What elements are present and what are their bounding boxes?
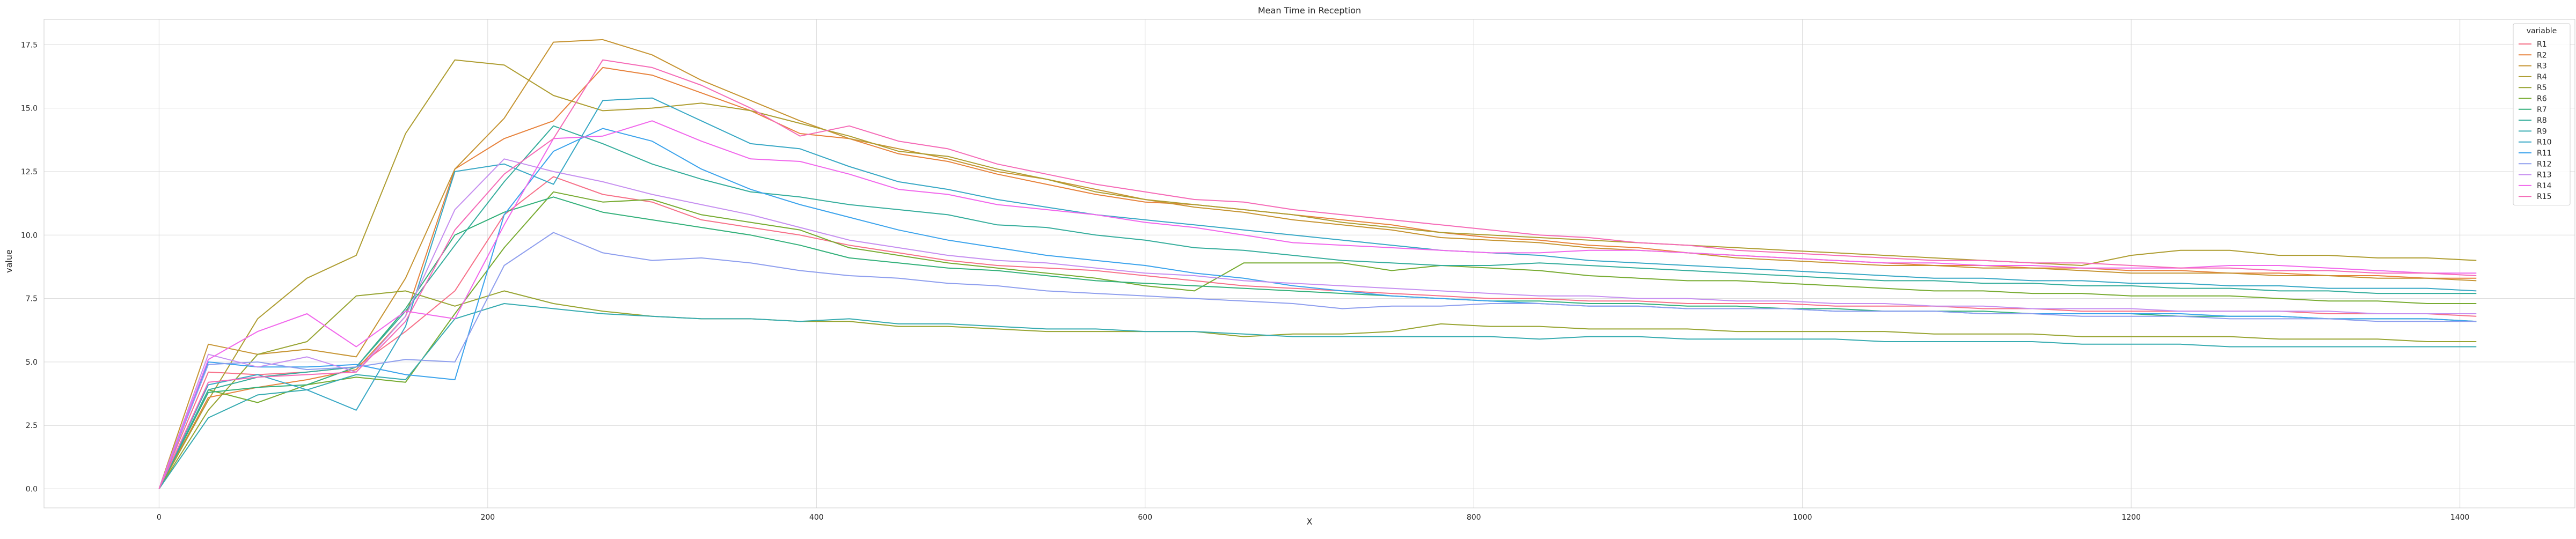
legend-item-label: R9 bbox=[2537, 127, 2547, 136]
series-line-r13 bbox=[158, 158, 2477, 489]
x-tick-label: 800 bbox=[1467, 513, 1481, 522]
legend-item-label: R8 bbox=[2537, 116, 2547, 125]
x-tick-label: 1200 bbox=[2121, 513, 2141, 522]
y-axis-label: value bbox=[4, 249, 14, 273]
legend-item-label: R15 bbox=[2537, 193, 2552, 201]
plot-frame bbox=[43, 19, 2575, 508]
series-line-r6 bbox=[158, 191, 2477, 489]
series-line-r5 bbox=[158, 290, 2477, 490]
y-tick-label: 5.0 bbox=[26, 358, 38, 367]
legend-item-label: R5 bbox=[2537, 84, 2547, 92]
y-tick-label: 15.0 bbox=[21, 105, 38, 113]
x-tick-label: 200 bbox=[480, 513, 495, 522]
series-lines bbox=[158, 39, 2477, 490]
series-line-r3 bbox=[158, 39, 2477, 489]
series-line-r9 bbox=[158, 303, 2477, 490]
x-tick-label: 1000 bbox=[1793, 513, 1812, 522]
legend-item-label: R7 bbox=[2537, 106, 2547, 114]
series-line-r11 bbox=[158, 128, 2477, 489]
legend-item-label: R12 bbox=[2537, 160, 2552, 168]
legend-item-label: R2 bbox=[2537, 51, 2547, 60]
y-tick-label: 12.5 bbox=[21, 168, 38, 176]
legend-item-label: R3 bbox=[2537, 62, 2547, 71]
x-tick-label: 0 bbox=[157, 513, 162, 522]
y-tick-label: 17.5 bbox=[21, 41, 38, 49]
legend-item-label: R4 bbox=[2537, 73, 2547, 82]
x-tick-label: 400 bbox=[809, 513, 824, 522]
grid-lines bbox=[44, 19, 2575, 508]
series-line-r15 bbox=[158, 59, 2477, 489]
x-axis-label: X bbox=[1307, 516, 1313, 527]
x-tick-label: 1400 bbox=[2450, 513, 2470, 522]
series-line-r12 bbox=[158, 232, 2477, 489]
y-tick-label: 0.0 bbox=[26, 485, 38, 494]
tick-labels: 0 200 400 600 800 1000 1200 1400 0.0 2.5 5.0 7.5 10.… bbox=[21, 41, 2470, 522]
legend-item-label: R6 bbox=[2537, 95, 2547, 104]
y-tick-label: 7.5 bbox=[26, 295, 38, 304]
legend-item-label: R1 bbox=[2537, 40, 2547, 49]
x-tick-label: 600 bbox=[1138, 513, 1152, 522]
series-line-r10 bbox=[158, 97, 2477, 489]
chart-title: Mean Time in Reception bbox=[1258, 5, 1361, 16]
legend-box bbox=[2513, 23, 2571, 205]
legend-item-label: R10 bbox=[2537, 138, 2552, 147]
legend: variable R1 R2 R3 R4 R5 R6 R7 R8 R9 R10 R11 R12 R13 R… bbox=[2513, 23, 2571, 205]
y-tick-label: 2.5 bbox=[26, 422, 38, 430]
series-line-r1 bbox=[158, 176, 2477, 489]
legend-title: variable bbox=[2527, 27, 2557, 35]
series-line-r8 bbox=[158, 125, 2477, 489]
legend-item-label: R14 bbox=[2537, 182, 2552, 190]
y-tick-label: 10.0 bbox=[21, 231, 38, 240]
legend-item-label: R13 bbox=[2537, 171, 2552, 180]
series-line-r14 bbox=[158, 120, 2477, 489]
legend-item-label: R11 bbox=[2537, 149, 2552, 158]
